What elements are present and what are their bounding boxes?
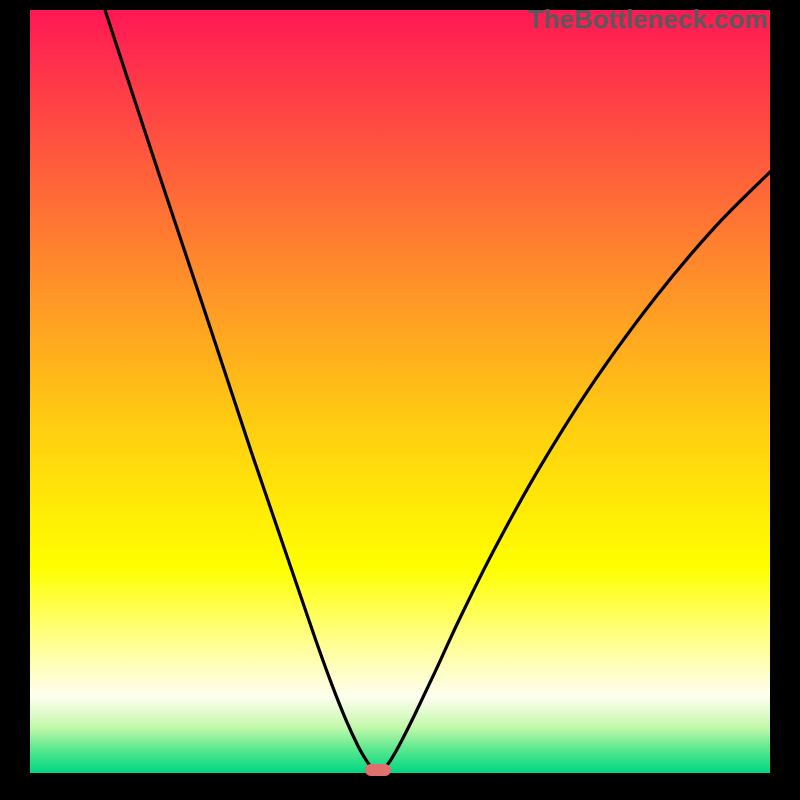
chart-container: TheBottleneck.com <box>0 0 800 800</box>
optimal-point-marker <box>365 764 391 776</box>
bottleneck-curve <box>0 0 800 800</box>
curve-right-branch <box>385 172 770 768</box>
curve-left-branch <box>105 10 372 768</box>
